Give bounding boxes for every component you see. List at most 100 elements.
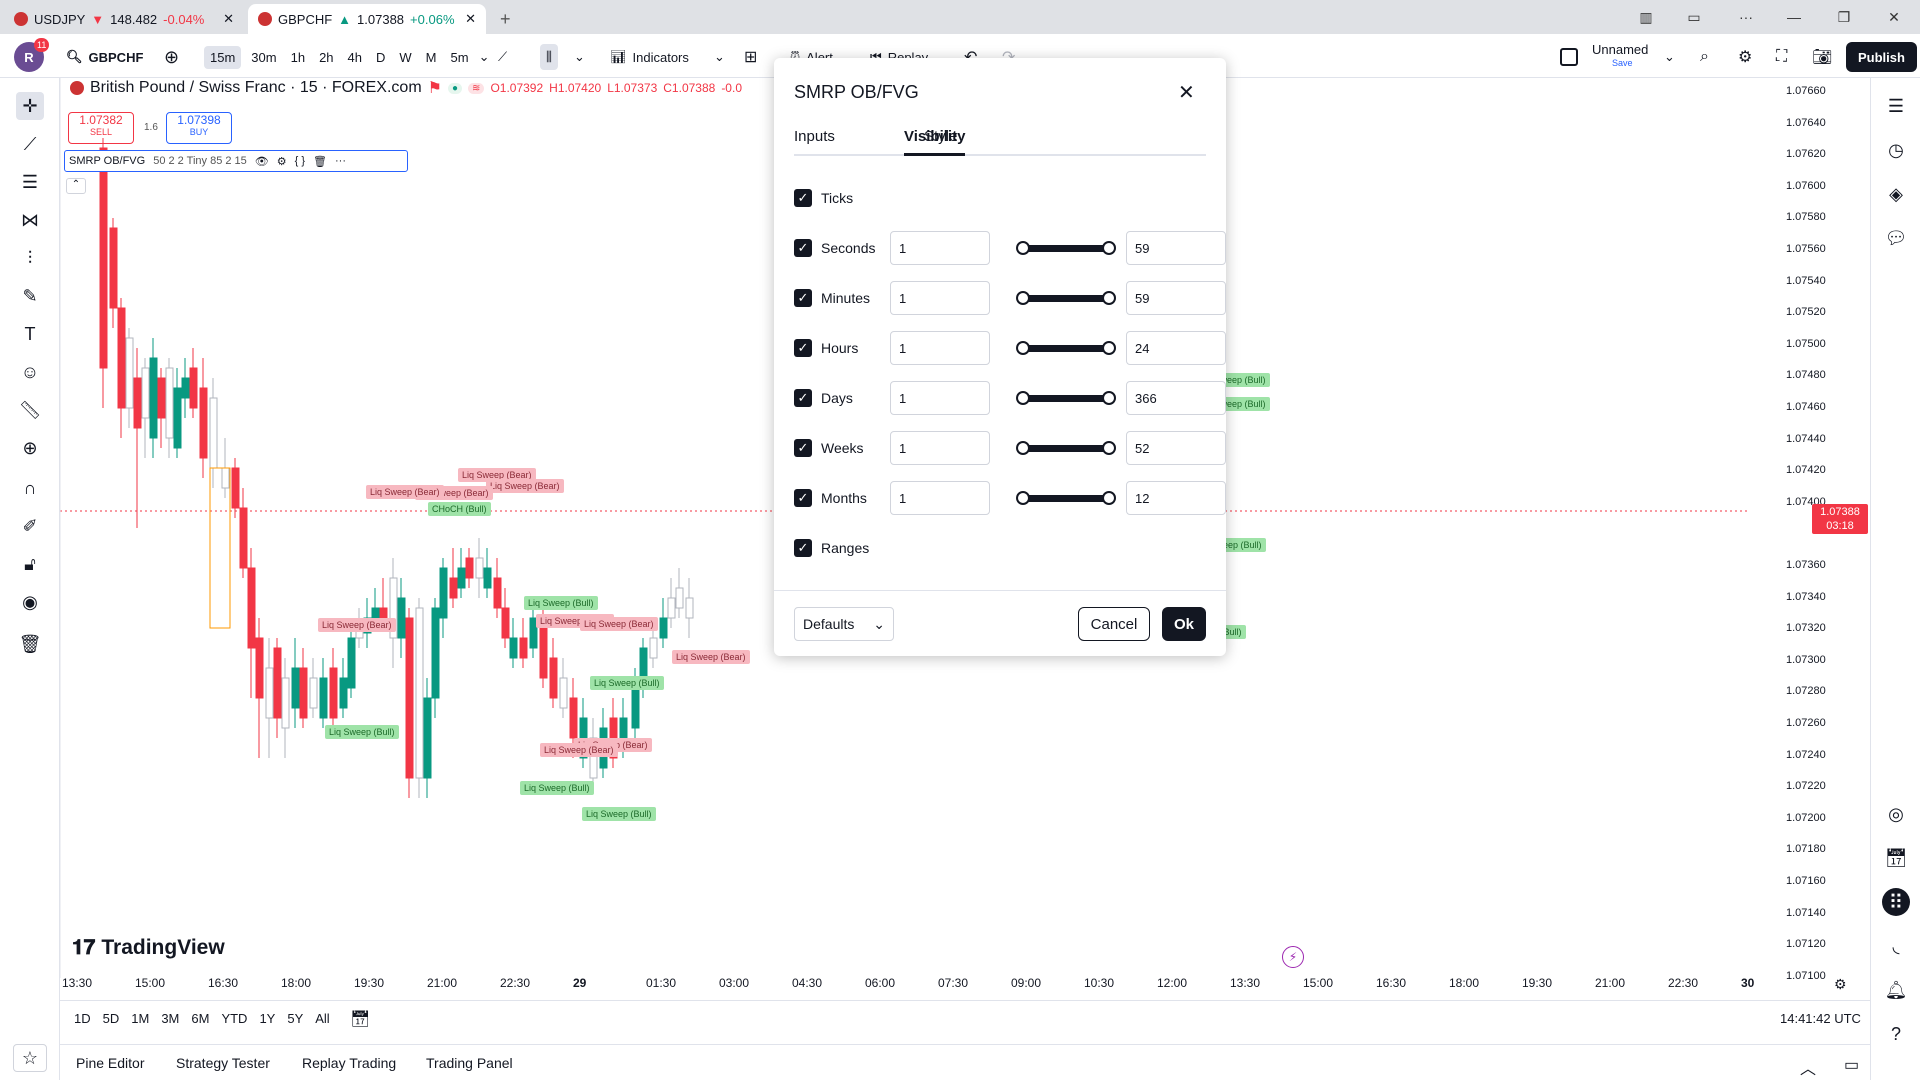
lock-icon[interactable]: 🔓︎: [24, 553, 36, 574]
pattern-icon[interactable]: ⋈: [21, 209, 39, 230]
help-icon[interactable]: ?: [1890, 1023, 1901, 1044]
chat-icon[interactable]: 💬︎: [1884, 227, 1908, 248]
timeframe-5m[interactable]: 5m: [450, 49, 469, 65]
eye-icon[interactable]: ◉: [22, 591, 38, 612]
layers-icon[interactable]: ◈: [1889, 183, 1903, 204]
text-icon[interactable]: T: [24, 323, 36, 344]
checkbox-minutes[interactable]: ✓: [794, 289, 812, 307]
more-icon[interactable]: ···: [1739, 9, 1753, 25]
zoom-in-icon[interactable]: ⊕: [22, 437, 38, 458]
slider-knob-max[interactable]: [1102, 241, 1116, 255]
tab-inputs[interactable]: Inputs: [794, 128, 835, 145]
indicator-legend[interactable]: SMRP OB/FVG 50 2 2 Tiny 85 2 15 👁︎ ⚙ { }…: [64, 150, 408, 172]
range-5d[interactable]: 5D: [102, 1011, 120, 1026]
apps-grid-icon[interactable]: ⠿: [1882, 888, 1910, 916]
fullscreen-icon[interactable]: ⛶: [1776, 48, 1788, 65]
checkbox-ranges[interactable]: ✓: [794, 539, 812, 557]
chevron-down-icon[interactable]: ⌄: [478, 49, 490, 64]
more-icon[interactable]: ···: [335, 155, 346, 167]
weeks-range-slider[interactable]: [1016, 441, 1116, 455]
forecast-icon[interactable]: ⫶: [27, 247, 33, 268]
slider-knob-max[interactable]: [1102, 391, 1116, 405]
slider-knob-min[interactable]: [1016, 441, 1030, 455]
seconds-min-input[interactable]: 1: [890, 231, 990, 265]
sell-button[interactable]: 1.07382 SELL: [68, 112, 134, 144]
timeframe-2h[interactable]: 2h: [319, 49, 334, 65]
magnet-icon[interactable]: ∩: [23, 477, 37, 498]
seconds-range-slider[interactable]: [1016, 241, 1116, 255]
chevron-down-icon[interactable]: ⌄: [1664, 49, 1675, 64]
months-range-slider[interactable]: [1016, 491, 1116, 505]
maximize-panel-icon[interactable]: ▭: [1844, 1057, 1860, 1074]
tab-visibility[interactable]: Visibility: [904, 128, 966, 156]
slider-knob-max[interactable]: [1102, 341, 1116, 355]
compare-add-icon[interactable]: ⊕: [164, 46, 180, 67]
hours-max-input[interactable]: 24: [1126, 331, 1226, 365]
timeframe-m[interactable]: M: [425, 49, 437, 65]
range-all[interactable]: All: [315, 1011, 330, 1026]
range-1m[interactable]: 1M: [131, 1011, 150, 1026]
new-tab-button[interactable]: +: [500, 8, 511, 29]
settings-icon[interactable]: ⚙: [1738, 49, 1753, 66]
chart-icon[interactable]: ▥: [1639, 8, 1653, 25]
checkbox-seconds[interactable]: ✓: [794, 239, 812, 257]
screen-icon[interactable]: ▭: [1687, 8, 1701, 25]
quick-search-icon[interactable]: ⌕: [1700, 48, 1709, 65]
settings-icon[interactable]: ⚙: [276, 155, 287, 168]
range-3m[interactable]: 3M: [161, 1011, 180, 1026]
restore-icon[interactable]: ❐: [1837, 8, 1851, 25]
rss-icon[interactable]: ◟: [1892, 935, 1900, 956]
minutes-min-input[interactable]: 1: [890, 281, 990, 315]
chart-title[interactable]: British Pound / Swiss Franc · 15 · FOREX…: [90, 79, 422, 96]
slider-knob-max[interactable]: [1102, 291, 1116, 305]
range-1d[interactable]: 1D: [74, 1011, 91, 1026]
chevron-up-icon[interactable]: ︿: [1800, 1061, 1817, 1078]
source-code-icon[interactable]: { }: [294, 155, 306, 167]
bell-icon[interactable]: 🔔︎: [1884, 979, 1908, 1000]
slider-knob-max[interactable]: [1102, 491, 1116, 505]
slider-knob-min[interactable]: [1016, 391, 1030, 405]
slider-knob-min[interactable]: [1016, 291, 1030, 305]
axis-settings-icon[interactable]: ⚙: [1834, 976, 1847, 992]
browser-tab-gbpchf[interactable]: GBPCHF ▲ 1.07388 +0.06% ✕: [248, 4, 486, 34]
months-min-input[interactable]: 1: [890, 481, 990, 515]
hours-min-input[interactable]: 1: [890, 331, 990, 365]
range-5y[interactable]: 5Y: [287, 1011, 304, 1026]
layout-grid-icon[interactable]: ⊞: [744, 49, 758, 66]
checkbox-days[interactable]: ✓: [794, 389, 812, 407]
range-ytd[interactable]: YTD: [221, 1011, 248, 1026]
tab-replay-trading[interactable]: Replay Trading: [302, 1055, 397, 1071]
minimize-icon[interactable]: —: [1787, 9, 1801, 25]
line-chart-icon[interactable]: ⟋: [498, 49, 508, 64]
browser-tab-usdjpy[interactable]: USDJPY ▼ 148.482 -0.04% ✕: [4, 4, 244, 34]
tab-trading-panel[interactable]: Trading Panel: [426, 1055, 513, 1071]
alerts-clock-icon[interactable]: ◷: [1888, 139, 1904, 160]
fib-icon[interactable]: ☰: [21, 171, 39, 192]
range-6m[interactable]: 6M: [191, 1011, 210, 1026]
layout-save[interactable]: Save: [1612, 58, 1633, 68]
checkbox-months[interactable]: ✓: [794, 489, 812, 507]
minutes-max-input[interactable]: 59: [1126, 281, 1226, 315]
cancel-button[interactable]: Cancel: [1078, 607, 1150, 641]
watchlist-icon[interactable]: ☰: [1887, 95, 1905, 116]
range-1y[interactable]: 1Y: [259, 1011, 276, 1026]
publish-button[interactable]: Publish: [1846, 42, 1917, 72]
weeks-min-input[interactable]: 1: [890, 431, 990, 465]
timeframe-1h[interactable]: 1h: [290, 49, 306, 65]
crosshair-icon[interactable]: ✛: [16, 92, 44, 120]
checkbox-weeks[interactable]: ✓: [794, 439, 812, 457]
slider-knob-min[interactable]: [1016, 241, 1030, 255]
minutes-range-slider[interactable]: [1016, 291, 1116, 305]
close-icon[interactable]: ✕: [465, 11, 476, 26]
months-max-input[interactable]: 12: [1126, 481, 1226, 515]
goto-date-icon[interactable]: 📅︎: [350, 1011, 371, 1028]
timeframe-w[interactable]: W: [399, 49, 412, 65]
ruler-icon[interactable]: 📏︎: [18, 399, 42, 420]
symbol-search[interactable]: 🔍︎ GBPCHF: [66, 44, 143, 70]
timeframe-30m[interactable]: 30m: [251, 49, 277, 65]
ok-button[interactable]: Ok: [1162, 607, 1206, 641]
hours-range-slider[interactable]: [1016, 341, 1116, 355]
clock[interactable]: 14:41:42 UTC: [1780, 1011, 1861, 1026]
window-close-icon[interactable]: ✕: [1888, 8, 1900, 25]
lock-drawing-icon[interactable]: ✐: [22, 515, 38, 536]
